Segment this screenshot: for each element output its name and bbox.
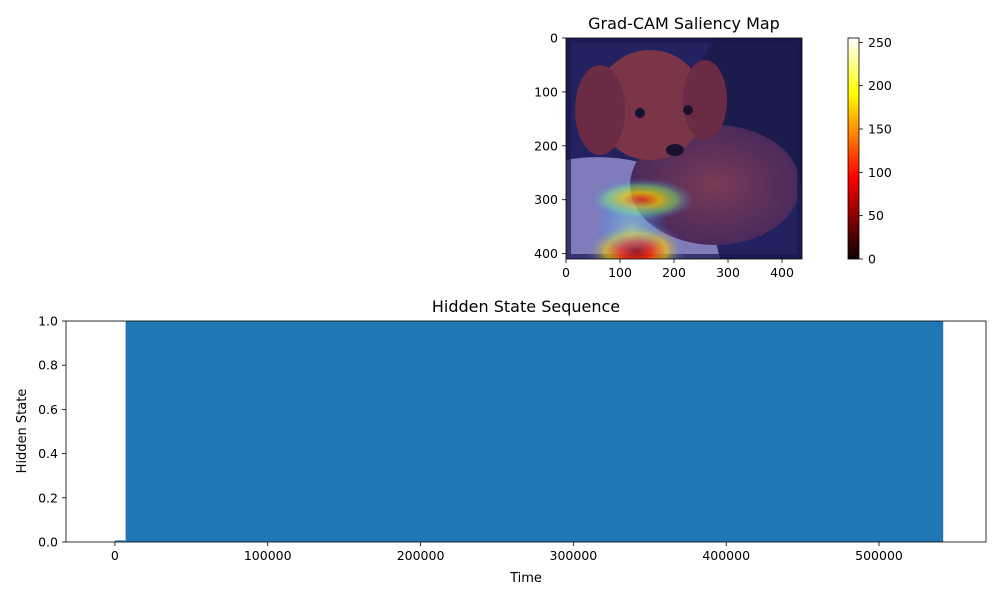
y-tick-label: 0.0 xyxy=(38,535,58,550)
hidden-state-y-ticks: 0.0 0.2 0.4 0.6 0.8 1.0 xyxy=(38,314,66,550)
y-tick-label: 100 xyxy=(534,84,558,99)
colorbar-tick-label: 250 xyxy=(868,35,892,50)
colorbar xyxy=(848,38,859,259)
y-tick-label: 0.4 xyxy=(38,446,58,461)
x-tick-label: 0 xyxy=(111,548,119,563)
colorbar-tick-label: 0 xyxy=(868,252,876,267)
y-tick-label: 200 xyxy=(534,138,558,153)
hidden-state-x-ticks: 0 100000 200000 300000 400000 500000 xyxy=(111,542,903,563)
x-tick-label: 100 xyxy=(608,265,632,280)
x-tick-label: 300000 xyxy=(550,548,598,563)
y-tick-label: 300 xyxy=(534,192,558,207)
heatmap-x-ticks: 0 100 200 300 400 xyxy=(562,259,794,280)
saliency-image xyxy=(566,38,802,259)
x-tick-label: 300 xyxy=(716,265,740,280)
colorbar-tick-label: 100 xyxy=(868,165,892,180)
y-tick-label: 400 xyxy=(534,246,558,261)
x-tick-label: 0 xyxy=(562,265,570,280)
heatmap-y-ticks: 0 100 200 300 400 xyxy=(534,31,566,261)
x-tick-label: 200 xyxy=(662,265,686,280)
state-area xyxy=(125,321,944,542)
heatmap-frame xyxy=(565,37,803,260)
colorbar-frame xyxy=(847,37,860,260)
saliency-hotspots xyxy=(584,178,696,259)
colorbar-ticks: 0 50 100 150 200 250 xyxy=(859,35,892,267)
y-tick-label: 0.2 xyxy=(38,490,58,505)
colorbar-tick-label: 200 xyxy=(868,78,892,93)
colorbar-tick-label: 50 xyxy=(868,208,884,223)
x-tick-label: 400000 xyxy=(702,548,750,563)
y-tick-label: 0.6 xyxy=(38,402,58,417)
saliency-panel: Grad-CAM Saliency Map 0 100 200 300 400 0 100… xyxy=(534,14,892,280)
hidden-state-title: Hidden State Sequence xyxy=(432,297,620,316)
x-tick-label: 400 xyxy=(770,265,794,280)
hotspot xyxy=(593,194,669,259)
colorbar-tick-label: 150 xyxy=(868,122,892,137)
x-tick-label: 200000 xyxy=(397,548,445,563)
y-tick-label: 0 xyxy=(550,31,558,46)
x-axis-label: Time xyxy=(509,571,542,586)
x-tick-label: 500000 xyxy=(855,548,903,563)
hidden-state-series xyxy=(114,321,944,542)
y-tick-label: 1.0 xyxy=(38,314,58,329)
hidden-state-panel: Hidden State Sequence 0 100000 200000 30000… xyxy=(15,297,987,586)
y-tick-label: 0.8 xyxy=(38,358,58,373)
hidden-state-frame xyxy=(65,320,987,543)
y-axis-label: Hidden State xyxy=(15,389,30,474)
x-tick-label: 100000 xyxy=(244,548,292,563)
heatmap-title: Grad-CAM Saliency Map xyxy=(588,14,780,33)
